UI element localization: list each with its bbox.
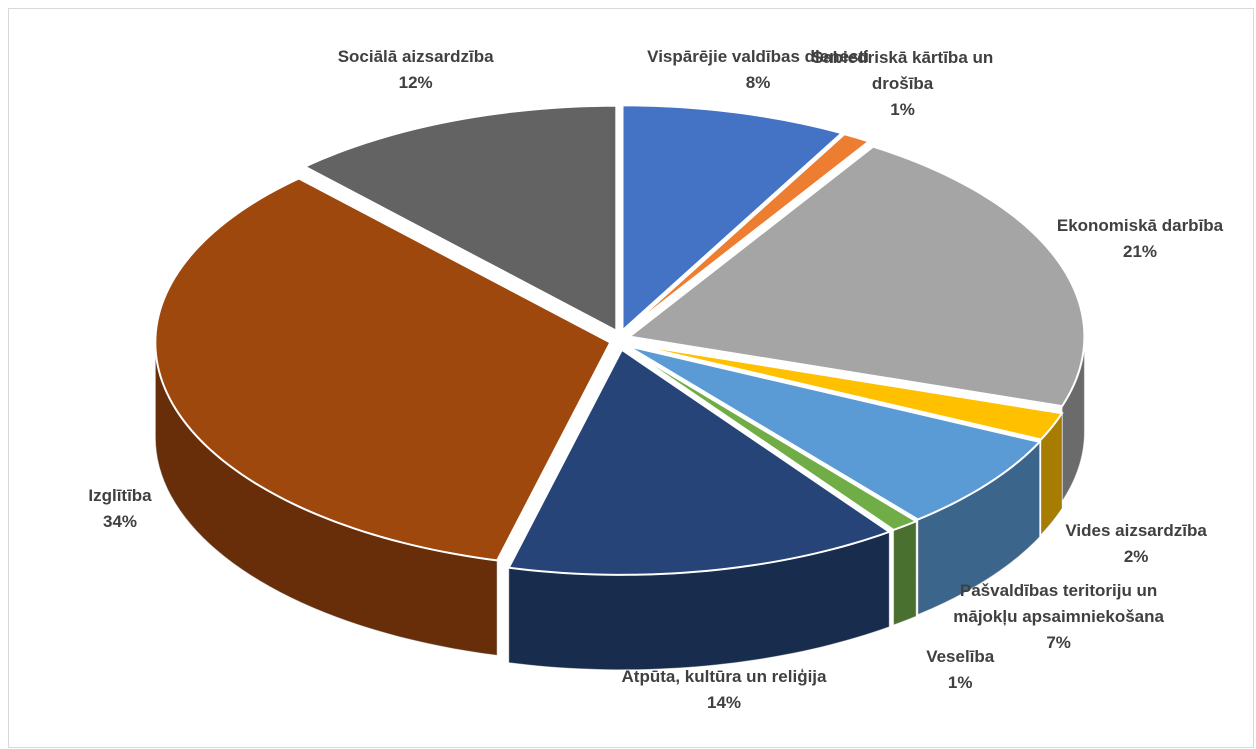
- chart-frame: [8, 8, 1254, 748]
- category-label: Pašvaldības teritoriju un mājokļu apsaim…: [953, 581, 1164, 627]
- value-label: 21%: [1122, 242, 1158, 262]
- value-label: 2%: [1123, 547, 1149, 567]
- slice: [626, 145, 1086, 408]
- slice-side-shade: [508, 531, 890, 670]
- data-label: Sabiedriskā kārtība un drošība 1%: [788, 45, 1018, 123]
- slice-side-shade: [1062, 336, 1085, 502]
- value-label: 12%: [398, 73, 433, 92]
- data-label: Veselība 1%: [845, 644, 1075, 696]
- value-label: 14%: [706, 693, 742, 712]
- value-label: 8%: [745, 73, 771, 92]
- slice: [629, 342, 1064, 441]
- slice-sides: [154, 336, 1085, 671]
- slice-side-shade: [893, 521, 917, 625]
- slice: [625, 347, 919, 532]
- slice: [154, 177, 612, 562]
- data-label: Vides aizsardzība 2%: [1021, 518, 1251, 570]
- data-label: Atpūta, kultūra un reliģija 14%: [609, 664, 839, 716]
- slice: [507, 348, 892, 576]
- slice: [627, 345, 1042, 521]
- category-label: Sociālā aizsardzība: [337, 47, 494, 66]
- slice-side-shade: [917, 441, 1040, 615]
- slice: [621, 104, 844, 333]
- category-label: Ekonomiskā darbība: [1056, 216, 1224, 236]
- slice: [624, 133, 872, 333]
- category-label: Sabiedriskā kārtība un drošība: [811, 48, 994, 94]
- data-label: Pašvaldības teritoriju un mājokļu apsaim…: [944, 578, 1174, 656]
- data-label: Vispārējie valdības dienesti 8%: [643, 44, 873, 96]
- value-label: 1%: [947, 672, 973, 692]
- data-label: Ekonomiskā darbība 21%: [1025, 213, 1255, 265]
- value-label: 1%: [890, 100, 915, 120]
- value-label: 7%: [1046, 633, 1071, 653]
- category-label: Atpūta, kultūra un reliģija: [621, 667, 827, 686]
- slice: [302, 104, 618, 333]
- slice-side-shade: [1040, 413, 1063, 535]
- slice-tops: [154, 104, 1086, 576]
- category-label: Vides aizsardzība: [1065, 521, 1207, 541]
- slice-side-shade: [155, 342, 498, 656]
- category-label: Veselība: [926, 646, 995, 666]
- data-label: Sociālā aizsardzība 12%: [301, 44, 531, 96]
- value-label: 34%: [102, 511, 138, 531]
- category-label: Vispārējie valdības dienesti: [647, 47, 869, 66]
- category-label: Izglītība: [88, 485, 152, 505]
- data-label: Izglītība 34%: [5, 483, 235, 535]
